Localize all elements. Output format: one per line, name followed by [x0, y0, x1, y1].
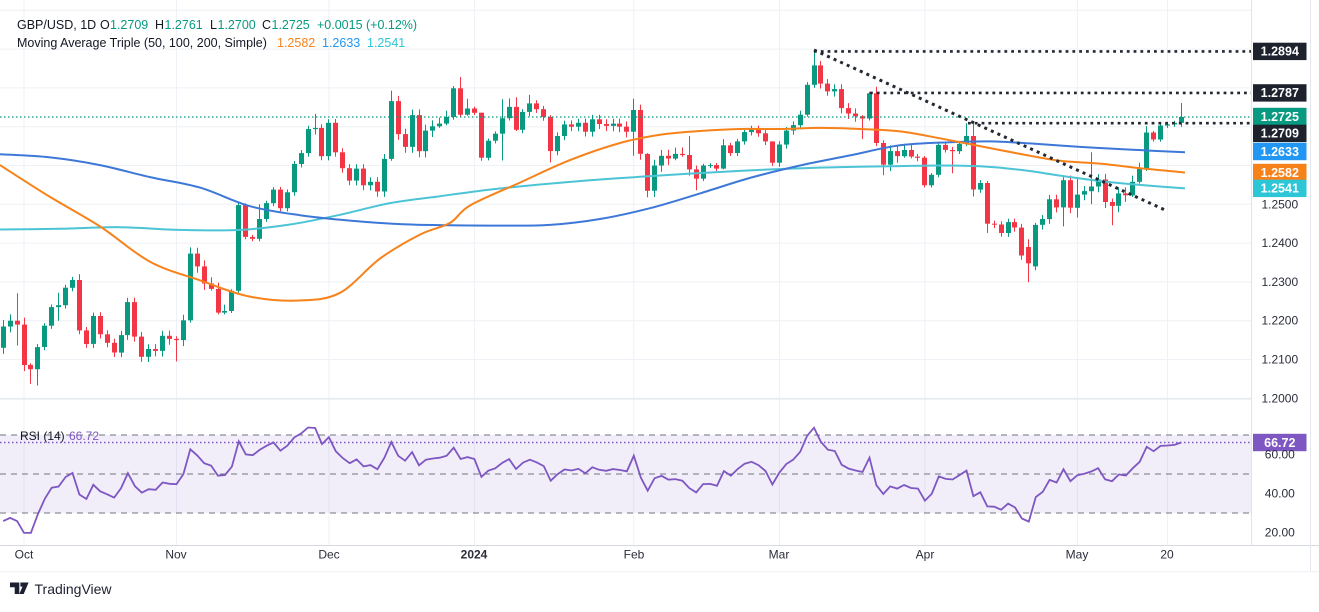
svg-text:TradingView: TradingView [35, 581, 113, 597]
svg-text:40.00: 40.00 [1265, 487, 1295, 501]
svg-text:60.00: 60.00 [1265, 448, 1295, 462]
svg-text:1.2200: 1.2200 [1261, 314, 1298, 328]
svg-text:1.2100: 1.2100 [1261, 353, 1298, 367]
svg-text:1.2633: 1.2633 [1261, 145, 1299, 159]
svg-text:1.2709: 1.2709 [1261, 127, 1299, 141]
svg-text:Feb: Feb [624, 548, 645, 562]
svg-text:Nov: Nov [165, 548, 186, 562]
svg-text:1.2761: 1.2761 [165, 18, 203, 32]
svg-text:May: May [1066, 548, 1089, 562]
svg-text:L: L [210, 18, 217, 32]
svg-text:Apr: Apr [916, 548, 935, 562]
svg-text:1.2500: 1.2500 [1261, 197, 1298, 211]
svg-text:RSI (14): RSI (14) [20, 429, 65, 443]
svg-text:1.2725: 1.2725 [1261, 110, 1299, 124]
svg-text:1.2725: 1.2725 [272, 18, 310, 32]
svg-text:1.2300: 1.2300 [1261, 275, 1298, 289]
svg-text:+0.0015 (+0.12%): +0.0015 (+0.12%) [317, 18, 417, 32]
svg-text:Oct: Oct [15, 548, 34, 562]
svg-text:1.2000: 1.2000 [1261, 391, 1298, 405]
svg-text:20: 20 [1160, 548, 1174, 562]
svg-text:1.2787: 1.2787 [1261, 86, 1299, 100]
svg-text:66.72: 66.72 [69, 429, 99, 443]
svg-text:1.2400: 1.2400 [1261, 236, 1298, 250]
svg-text:1.2894: 1.2894 [1261, 45, 1299, 59]
svg-text:1.2582: 1.2582 [1261, 166, 1299, 180]
svg-text:1.2582: 1.2582 [277, 36, 315, 50]
svg-text:Mar: Mar [769, 548, 790, 562]
svg-text:1.2541: 1.2541 [367, 36, 405, 50]
svg-text:20.00: 20.00 [1265, 526, 1295, 540]
svg-text:1.2700: 1.2700 [218, 18, 256, 32]
svg-text:1.2541: 1.2541 [1261, 182, 1299, 196]
svg-text:C: C [262, 18, 271, 32]
svg-text:1.2633: 1.2633 [322, 36, 360, 50]
svg-text:Moving Average Triple (50, 100: Moving Average Triple (50, 100, 200, Sim… [17, 36, 267, 50]
svg-text:O: O [100, 18, 110, 32]
svg-text:GBP/USD, 1D: GBP/USD, 1D [17, 18, 96, 32]
svg-text:1.2709: 1.2709 [110, 18, 148, 32]
svg-text:H: H [155, 18, 164, 32]
svg-text:2024: 2024 [461, 548, 488, 562]
svg-text:66.72: 66.72 [1264, 436, 1295, 450]
svg-text:Dec: Dec [318, 548, 339, 562]
